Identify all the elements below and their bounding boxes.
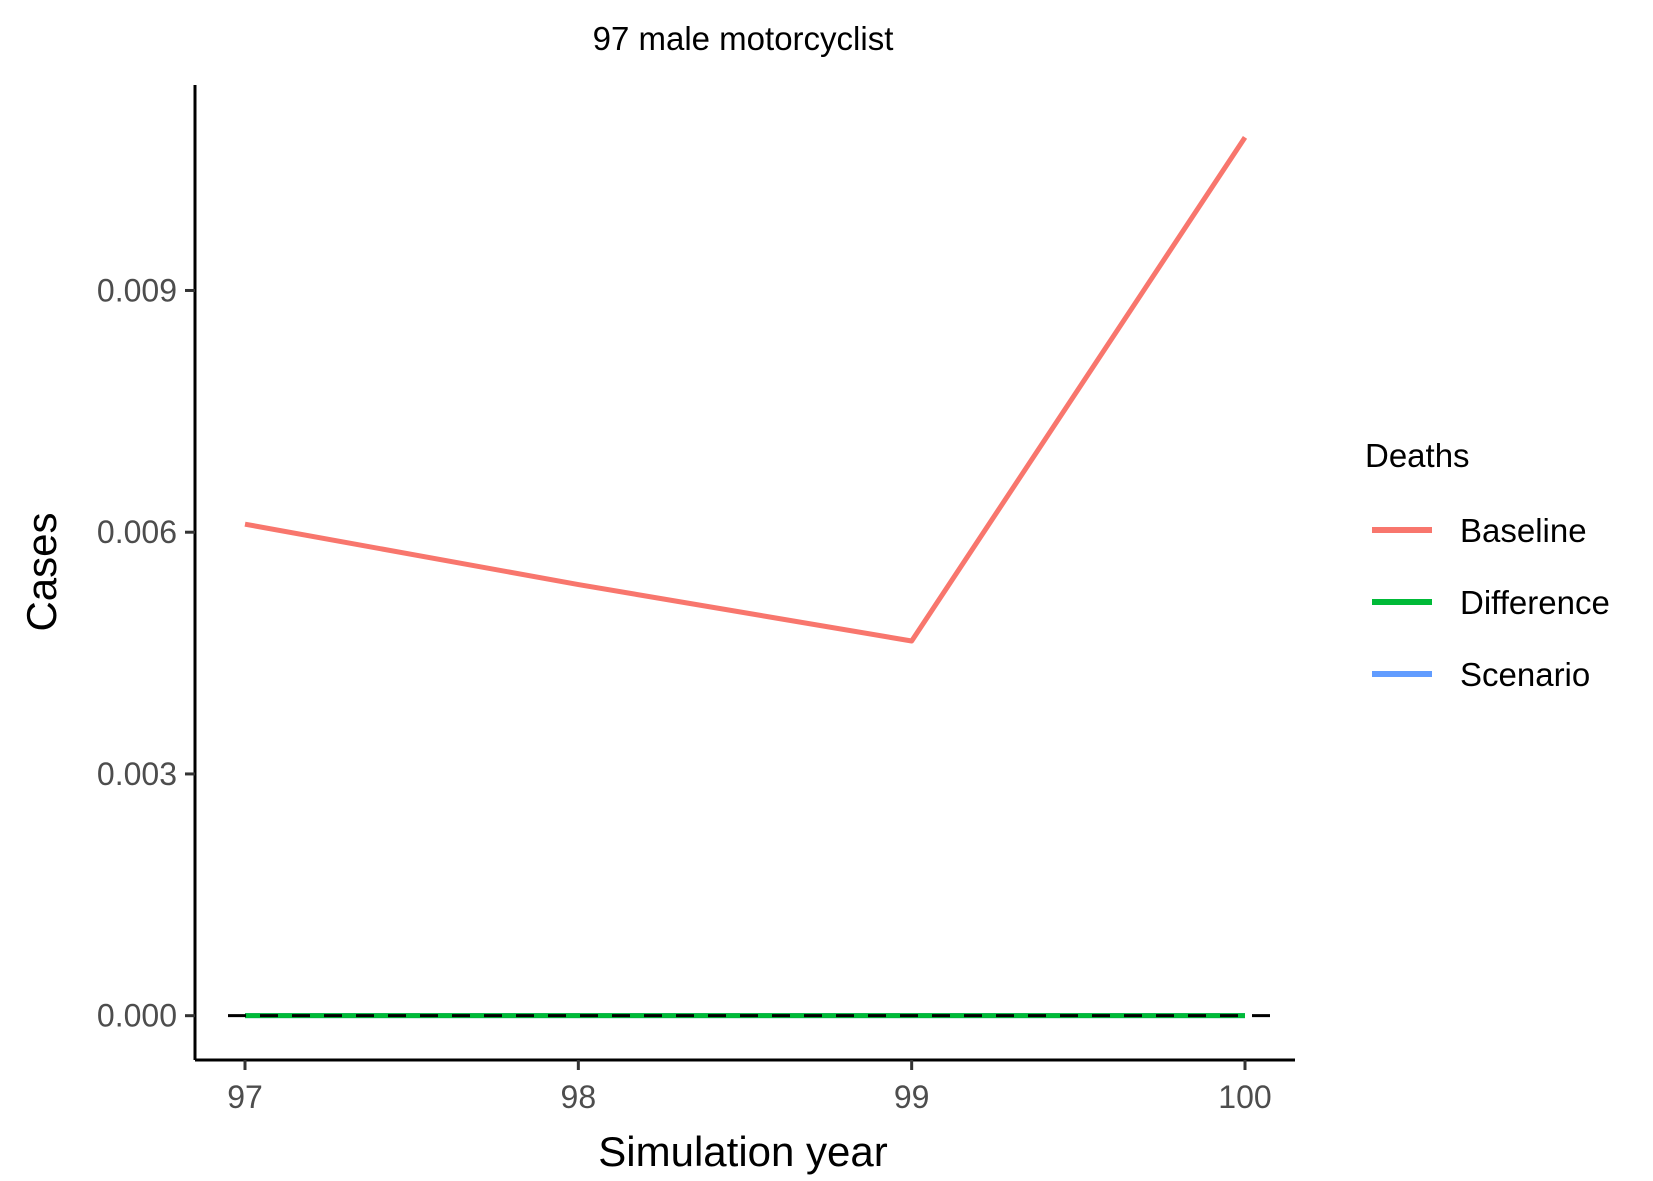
x-axis-title: Simulation year xyxy=(598,1128,887,1175)
x-tick-label: 99 xyxy=(894,1079,930,1115)
plot-area xyxy=(228,135,1283,1019)
y-axis-ticks: 0.000 0.003 0.006 0.009 xyxy=(97,272,195,1034)
legend: Deaths Baseline Difference Scenario xyxy=(1365,437,1610,693)
legend-label-baseline: Baseline xyxy=(1460,512,1587,549)
x-tick-label: 98 xyxy=(561,1079,597,1115)
legend-label-scenario: Scenario xyxy=(1460,656,1590,693)
legend-label-difference: Difference xyxy=(1460,584,1610,621)
x-tick-label: 100 xyxy=(1218,1079,1271,1115)
x-axis-ticks: 97 98 99 100 xyxy=(227,1060,1272,1115)
y-tick-label: 0.000 xyxy=(97,998,177,1034)
chart-title: 97 male motorcyclist xyxy=(593,20,894,57)
y-axis-title: Cases xyxy=(18,512,65,631)
y-tick-label: 0.009 xyxy=(97,272,177,308)
x-tick-label: 97 xyxy=(227,1079,263,1115)
y-tick-label: 0.006 xyxy=(97,514,177,550)
legend-title: Deaths xyxy=(1365,437,1470,474)
y-tick-label: 0.003 xyxy=(97,756,177,792)
series-line-baseline xyxy=(244,135,1248,644)
